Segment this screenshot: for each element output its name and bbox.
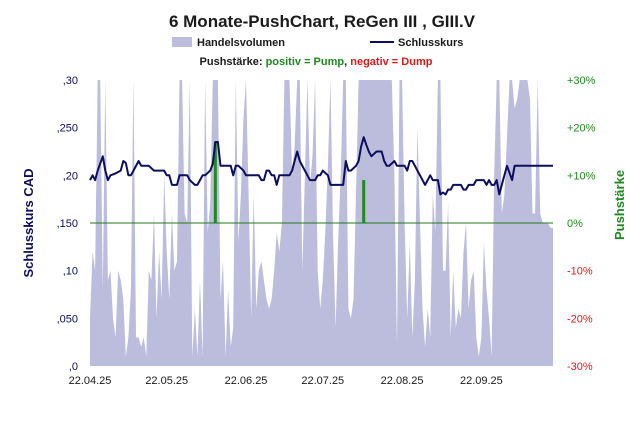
y-left-tick-label: ,10	[63, 266, 78, 278]
push-legend-negative: negativ = Dump	[350, 56, 432, 68]
plot-area: ,0 ,050 ,10 ,150 ,20 ,250 ,30 -30% -20% -10% 0% +10…	[57, 75, 596, 387]
y-axis-right-title: Pushstärke	[612, 170, 627, 240]
y-right-tick-label: -30%	[567, 361, 593, 373]
push-legend-separator: ,	[344, 56, 350, 68]
y-left-tick-label: ,30	[63, 75, 78, 87]
x-tick-label: 22.08.25	[381, 375, 424, 387]
y-right-tick-label: -20%	[567, 313, 593, 325]
y-right-tick-label: +10%	[567, 170, 596, 182]
x-tick-label: 22.06.25	[225, 375, 268, 387]
volume-area	[90, 80, 553, 366]
y-left-tick-label: ,0	[69, 361, 78, 373]
y-left-tick-label: ,20	[63, 170, 78, 182]
push-bar-1	[213, 141, 217, 223]
push-legend: Pushstärke: positiv = Pump, negativ = Du…	[200, 56, 433, 68]
x-tick-label: 22.04.25	[69, 375, 112, 387]
legend-close-label: Schlusskurs	[398, 37, 463, 49]
x-tick-label: 22.07.25	[301, 375, 344, 387]
y-right-tick-label: 0%	[567, 218, 583, 230]
legend-volume-label: Handelsvolumen	[197, 37, 285, 49]
y-left-tick-label: ,050	[57, 313, 78, 325]
close-line	[89, 136, 553, 196]
chart-title: 6 Monate-PushChart, ReGen III , GIII.V	[169, 12, 476, 31]
x-tick-label: 22.05.25	[145, 375, 188, 387]
legend-volume-swatch	[172, 37, 192, 47]
push-bar-2	[362, 180, 366, 223]
push-legend-positive: positiv = Pump	[266, 56, 345, 68]
y-axis-left-title: Schlusskurs CAD	[21, 168, 36, 277]
y-right-tick-label: +20%	[567, 123, 596, 135]
y-right-tick-label: +30%	[567, 75, 596, 87]
y-right-tick-label: -10%	[567, 266, 593, 278]
legend: Handelsvolumen Schlusskurs	[172, 37, 463, 49]
push-legend-prefix: Pushstärke:	[200, 56, 266, 68]
y-left-tick-label: ,250	[57, 123, 78, 135]
y-left-tick-label: ,150	[57, 218, 78, 230]
x-tick-label: 22.09.25	[460, 375, 503, 387]
